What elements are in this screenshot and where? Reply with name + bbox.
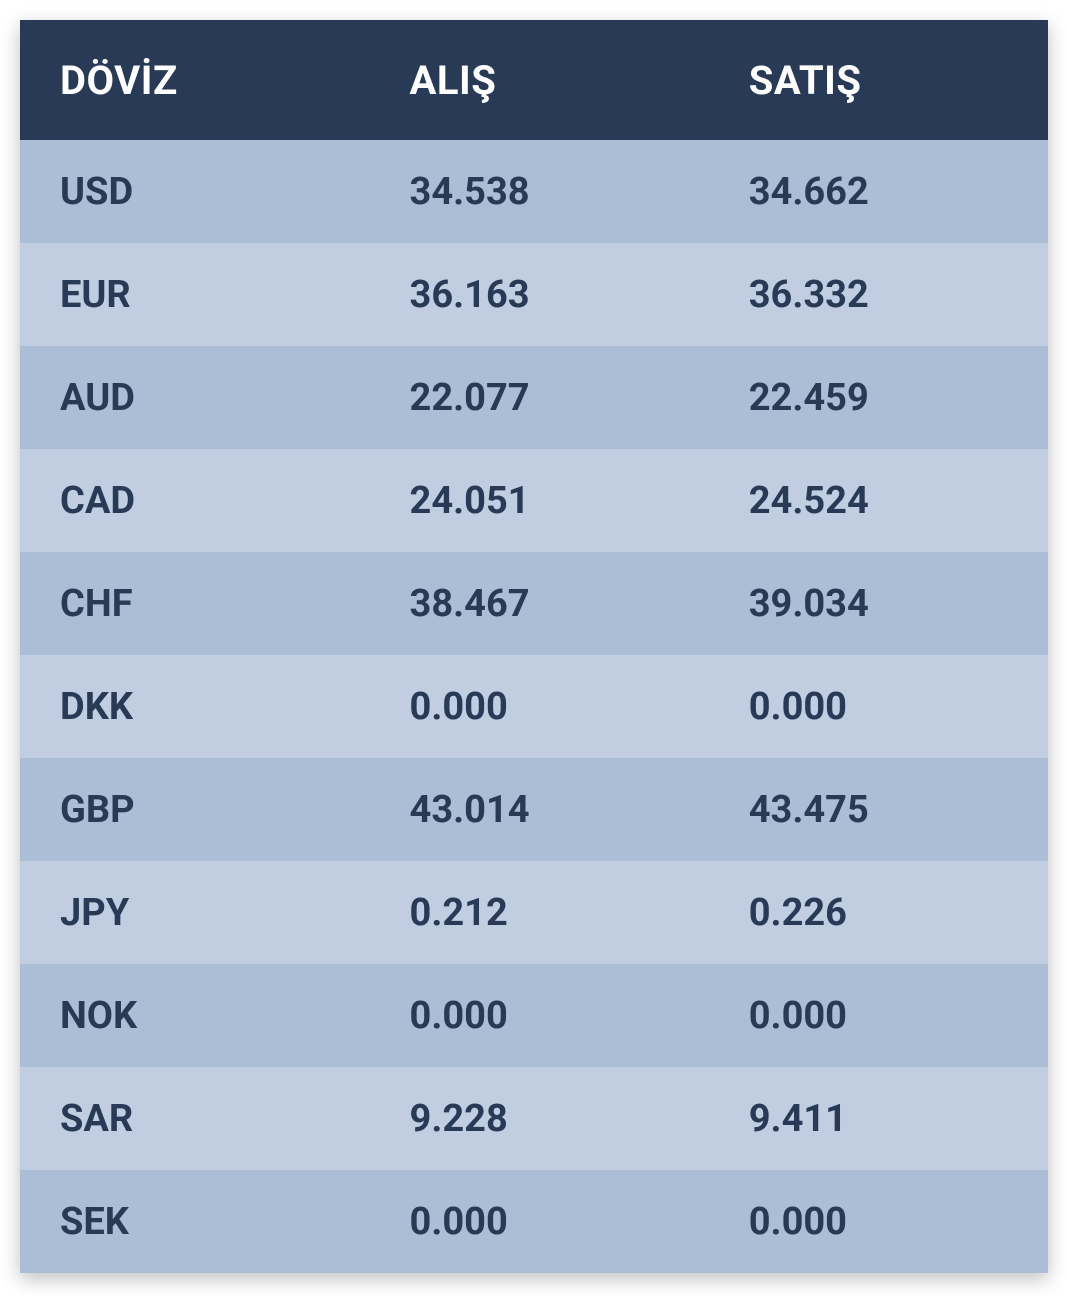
currency-rates-table: DÖVİZ ALIŞ SATIŞ USD 34.538 34.662 EUR 3… bbox=[20, 20, 1048, 1273]
cell-sell: 34.662 bbox=[709, 170, 1048, 214]
cell-sell: 0.000 bbox=[709, 994, 1048, 1038]
table-row: CHF 38.467 39.034 bbox=[20, 552, 1048, 655]
cell-sell: 9.411 bbox=[709, 1097, 1048, 1141]
table-row: SAR 9.228 9.411 bbox=[20, 1067, 1048, 1170]
table-row: CAD 24.051 24.524 bbox=[20, 449, 1048, 552]
table-row: AUD 22.077 22.459 bbox=[20, 346, 1048, 449]
cell-buy: 0.212 bbox=[370, 891, 709, 935]
cell-currency: JPY bbox=[20, 891, 370, 935]
cell-sell: 0.000 bbox=[709, 1200, 1048, 1244]
cell-sell: 39.034 bbox=[709, 582, 1048, 626]
cell-sell: 22.459 bbox=[709, 376, 1048, 420]
cell-sell: 24.524 bbox=[709, 479, 1048, 523]
table-row: USD 34.538 34.662 bbox=[20, 140, 1048, 243]
cell-sell: 0.000 bbox=[709, 685, 1048, 729]
cell-currency: NOK bbox=[20, 994, 370, 1038]
cell-sell: 43.475 bbox=[709, 788, 1048, 832]
cell-currency: SAR bbox=[20, 1097, 370, 1141]
cell-buy: 43.014 bbox=[370, 788, 709, 832]
cell-currency: GBP bbox=[20, 788, 370, 832]
cell-currency: DKK bbox=[20, 685, 370, 729]
table-row: GBP 43.014 43.475 bbox=[20, 758, 1048, 861]
table-row: SEK 0.000 0.000 bbox=[20, 1170, 1048, 1273]
cell-currency: EUR bbox=[20, 273, 370, 317]
cell-buy: 0.000 bbox=[370, 994, 709, 1038]
cell-buy: 9.228 bbox=[370, 1097, 709, 1141]
header-sell: SATIŞ bbox=[709, 57, 1048, 104]
table-row: NOK 0.000 0.000 bbox=[20, 964, 1048, 1067]
cell-buy: 38.467 bbox=[370, 582, 709, 626]
cell-currency: USD bbox=[20, 170, 370, 214]
cell-currency: SEK bbox=[20, 1200, 370, 1244]
cell-currency: AUD bbox=[20, 376, 370, 420]
table-row: DKK 0.000 0.000 bbox=[20, 655, 1048, 758]
cell-buy: 36.163 bbox=[370, 273, 709, 317]
cell-sell: 0.226 bbox=[709, 891, 1048, 935]
table-header-row: DÖVİZ ALIŞ SATIŞ bbox=[20, 20, 1048, 140]
cell-currency: CAD bbox=[20, 479, 370, 523]
header-buy: ALIŞ bbox=[370, 57, 709, 104]
table-row: JPY 0.212 0.226 bbox=[20, 861, 1048, 964]
cell-buy: 24.051 bbox=[370, 479, 709, 523]
table-row: EUR 36.163 36.332 bbox=[20, 243, 1048, 346]
cell-buy: 0.000 bbox=[370, 1200, 709, 1244]
header-currency: DÖVİZ bbox=[20, 57, 370, 104]
cell-buy: 22.077 bbox=[370, 376, 709, 420]
table-body: USD 34.538 34.662 EUR 36.163 36.332 AUD … bbox=[20, 140, 1048, 1273]
cell-buy: 34.538 bbox=[370, 170, 709, 214]
cell-currency: CHF bbox=[20, 582, 370, 626]
cell-buy: 0.000 bbox=[370, 685, 709, 729]
cell-sell: 36.332 bbox=[709, 273, 1048, 317]
